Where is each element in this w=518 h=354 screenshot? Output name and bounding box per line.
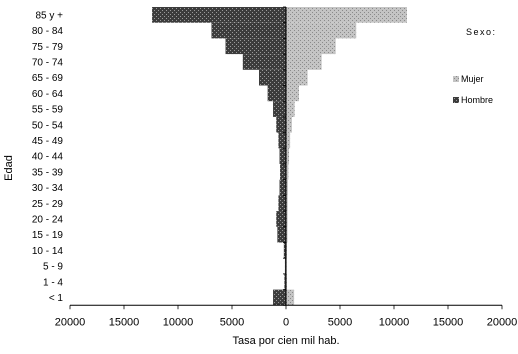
x-tick-label: 15000 [109,316,140,328]
bar-hombre [276,116,286,133]
x-tick-label: 0 [283,316,289,328]
bar-mujer [286,289,295,306]
x-tick-label: 5000 [328,316,352,328]
bar-hombre [273,289,286,306]
y-tick-label: 80 - 84 [32,26,64,37]
y-tick-label: < 1 [49,293,64,304]
bar-hombre [283,242,286,259]
bar-hombre [279,179,286,196]
y-tick-label: 60 - 64 [32,89,64,100]
x-tick-label: 20000 [55,316,86,328]
legend-swatch-mujer [453,76,459,82]
y-tick-label: 30 - 34 [32,183,64,194]
bar-mujer [286,22,357,39]
y-tick-label: 35 - 39 [32,167,64,178]
legend-title: Sexo: [466,27,497,37]
bar-hombre [277,226,286,243]
y-tick-label: 85 y + [35,10,63,21]
bar-hombre [152,7,286,23]
x-tick-label: 15000 [433,316,464,328]
y-tick-label: 10 - 14 [32,246,64,257]
x-tick-label: 10000 [379,316,410,328]
bar-mujer [286,54,322,70]
bar-hombre [279,148,286,164]
bar-mujer [286,164,289,180]
y-tick-label: 20 - 24 [32,214,64,225]
y-tick-label: 1 - 4 [43,277,63,288]
bar-mujer [286,195,288,212]
legend-swatch-hombre [453,97,459,103]
legend-label-mujer: Mujer [461,74,484,84]
bar-hombre [273,101,286,117]
legend-label-hombre: Hombre [461,95,493,105]
x-axis-title: Tasa por cien mil hab. [233,335,340,347]
y-tick-label: 45 - 49 [32,136,64,147]
bar-mujer [286,116,292,133]
bar-hombre [278,132,286,149]
y-tick-label: 5 - 9 [43,262,63,273]
bar-mujer [286,132,291,149]
bar-mujer [286,148,290,164]
bar-mujer [286,85,299,102]
y-tick-label: 75 - 79 [32,42,64,53]
x-tick-label: 5000 [220,316,244,328]
y-tick-label: 55 - 59 [32,105,64,116]
bar-hombre [211,22,286,39]
bar-hombre [278,195,286,212]
bar-mujer [286,101,295,117]
bar-mujer [286,7,407,23]
bar-hombre [242,54,286,70]
y-tick-label: 15 - 19 [32,230,64,241]
bar-mujer [286,69,308,86]
bar-hombre [276,211,286,227]
bar-hombre [280,164,286,180]
bar-mujer [286,226,288,243]
bar-mujer [286,179,288,196]
bar-mujer [286,38,336,55]
x-tick-label: 20000 [487,316,518,328]
y-tick-label: 40 - 44 [32,152,64,163]
bar-hombre [284,273,286,290]
bar-hombre [259,69,286,86]
y-tick-label: 25 - 29 [32,199,64,210]
y-tick-label: 70 - 74 [32,57,64,68]
x-tick-label: 10000 [163,316,194,328]
bar-mujer [286,211,288,227]
y-tick-label: 65 - 69 [32,73,64,84]
y-tick-label: 50 - 54 [32,120,64,131]
bar-hombre [267,85,286,102]
bar-hombre [225,38,286,55]
bar-hombre [284,258,286,274]
y-axis-title: Edad [3,155,15,181]
